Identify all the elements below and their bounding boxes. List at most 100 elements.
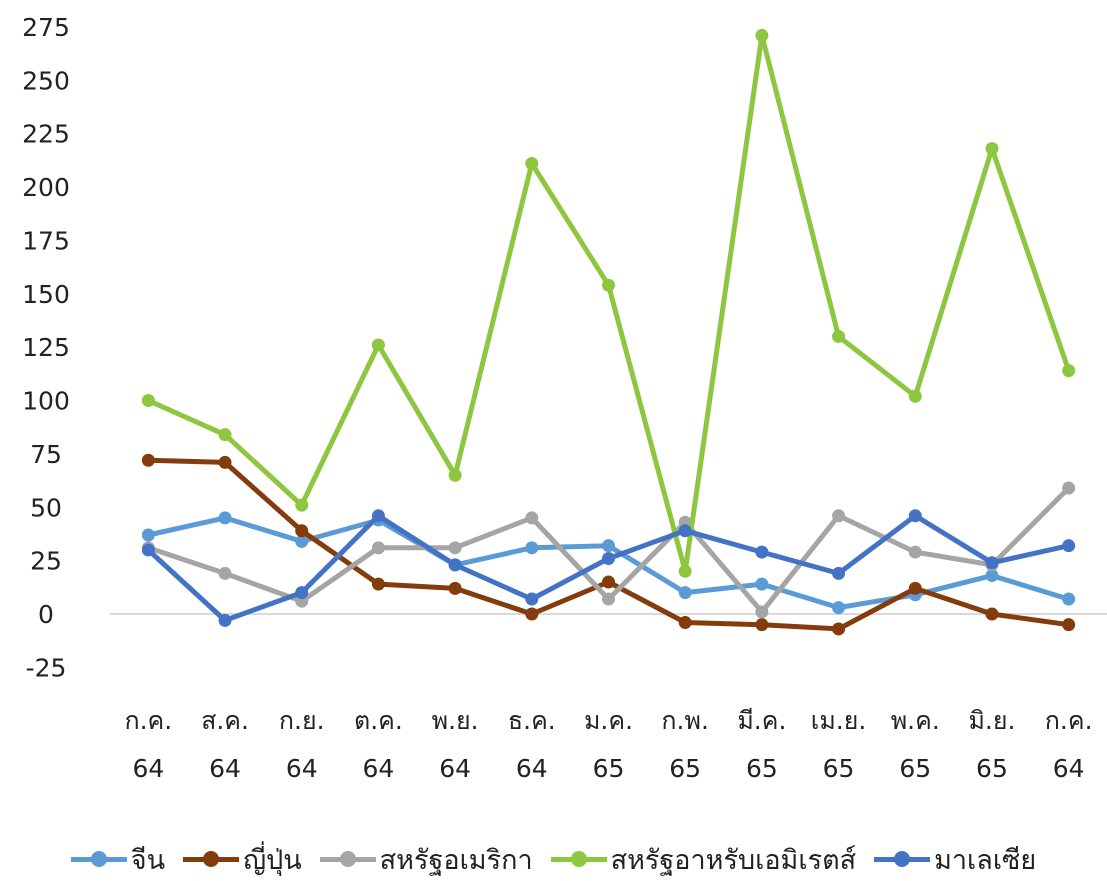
data-point xyxy=(525,511,539,525)
data-point xyxy=(832,601,846,615)
x-tick-label: ก.พ. xyxy=(661,706,709,735)
y-tick-label: 100 xyxy=(22,387,70,416)
data-point xyxy=(602,592,615,606)
data-point xyxy=(295,524,309,538)
data-point xyxy=(1062,618,1076,632)
x-tick-label-year: 65 xyxy=(899,754,931,783)
data-point xyxy=(985,607,999,621)
data-point xyxy=(832,329,846,343)
data-point xyxy=(908,545,922,559)
x-tick-label-year: 65 xyxy=(669,754,701,783)
legend-label: จีน xyxy=(130,844,166,876)
legend-swatch xyxy=(874,849,931,869)
x-tick-label-year: 64 xyxy=(209,754,241,783)
series xyxy=(141,453,1076,636)
x-tick-label: พ.ค. xyxy=(891,706,940,735)
y-tick-label: 175 xyxy=(22,226,70,255)
data-point xyxy=(218,428,232,442)
legend-item: ญี่ปุ่น xyxy=(183,838,302,881)
data-point xyxy=(908,509,922,523)
y-tick-label: 25 xyxy=(30,547,62,576)
x-tick-label: ธ.ค. xyxy=(508,706,556,735)
data-point xyxy=(602,539,615,553)
data-point xyxy=(448,468,462,482)
data-point xyxy=(141,453,155,467)
x-tick-label: มิ.ย. xyxy=(968,706,1015,735)
legend-item: จีน xyxy=(70,838,166,881)
x-tick-label: ส.ค. xyxy=(201,706,249,735)
data-point xyxy=(1062,481,1076,495)
data-point xyxy=(371,509,385,523)
data-point xyxy=(602,278,615,292)
y-tick-label: 275 xyxy=(22,13,70,42)
series-line xyxy=(145,32,1072,574)
line-chart: -25 0 25 50 75 100 125 150 175 200 225 250 275 ก.ค. 6… xyxy=(22,13,1107,783)
data-point xyxy=(755,545,769,559)
data-point xyxy=(755,618,769,632)
x-tick-label-year: 65 xyxy=(976,754,1008,783)
data-point xyxy=(832,509,846,523)
data-point xyxy=(371,338,385,352)
y-tick-label: 50 xyxy=(30,493,62,522)
y-tick-label: 200 xyxy=(22,173,70,202)
data-point xyxy=(371,577,385,591)
legend: จีน ญี่ปุ่น สหรัฐอเมริกา สหรัฐอาหรับเอมิเรต… xyxy=(0,838,1107,880)
data-point xyxy=(448,558,462,572)
x-tick-label-year: 64 xyxy=(1053,754,1085,783)
legend-label: สหรัฐอาหรับเอมิเรตส์ xyxy=(610,844,857,876)
data-point xyxy=(295,498,309,512)
y-tick-label: -25 xyxy=(26,653,67,682)
data-point xyxy=(218,455,232,469)
legend-label: ญี่ปุ่น xyxy=(243,844,302,876)
data-point xyxy=(678,586,692,600)
data-point xyxy=(525,592,539,606)
y-tick-label: 0 xyxy=(38,600,54,629)
series xyxy=(141,28,1076,578)
data-point xyxy=(985,556,999,570)
data-point xyxy=(295,534,309,548)
data-point xyxy=(141,528,155,542)
x-tick-label-year: 65 xyxy=(823,754,855,783)
series xyxy=(141,509,1076,627)
x-tick-label: ก.ย. xyxy=(279,706,325,735)
x-axis: ก.ค. 64 ส.ค. 64 ก.ย. 64 ต.ค. 64 พ.ย. 64 ธ.ค. 64 ม.ค.… xyxy=(124,706,1092,783)
data-point xyxy=(678,524,692,538)
data-point xyxy=(525,607,539,621)
legend-label: สหรัฐอเมริกา xyxy=(379,844,533,876)
data-point xyxy=(908,581,922,595)
x-tick-label: พ.ย. xyxy=(432,706,479,735)
legend-item: มาเลเซีย xyxy=(874,838,1036,881)
data-point xyxy=(602,551,615,565)
data-point xyxy=(832,566,846,580)
data-point xyxy=(295,586,309,600)
x-tick-label: มี.ค. xyxy=(737,706,786,735)
legend-swatch xyxy=(70,849,127,869)
data-point xyxy=(141,394,155,407)
data-point xyxy=(832,622,846,636)
x-tick-label: เม.ย. xyxy=(811,706,867,735)
legend-swatch xyxy=(319,849,376,869)
x-tick-label-year: 64 xyxy=(516,754,548,783)
x-tick-label: ม.ค. xyxy=(584,706,633,735)
x-tick-label: ก.ค. xyxy=(124,706,172,735)
data-point xyxy=(525,157,539,171)
x-tick-label-year: 64 xyxy=(363,754,395,783)
y-tick-label: 75 xyxy=(30,440,62,469)
y-tick-label: 225 xyxy=(22,120,70,149)
legend-item: สหรัฐอเมริกา xyxy=(319,838,533,881)
series-layer xyxy=(141,28,1076,636)
data-point xyxy=(985,142,999,156)
x-tick-label: ต.ค. xyxy=(354,706,403,735)
x-tick-label: ก.ค. xyxy=(1045,706,1093,735)
data-point xyxy=(448,581,462,595)
data-point xyxy=(218,566,232,580)
data-point xyxy=(141,543,155,557)
legend-item: สหรัฐอาหรับเอมิเรตส์ xyxy=(550,838,857,881)
data-point xyxy=(371,541,385,555)
data-point xyxy=(448,541,462,555)
data-point xyxy=(755,577,769,591)
x-tick-label-year: 65 xyxy=(746,754,778,783)
data-point xyxy=(755,28,769,42)
y-tick-label: 250 xyxy=(22,66,70,95)
data-point xyxy=(755,605,769,619)
